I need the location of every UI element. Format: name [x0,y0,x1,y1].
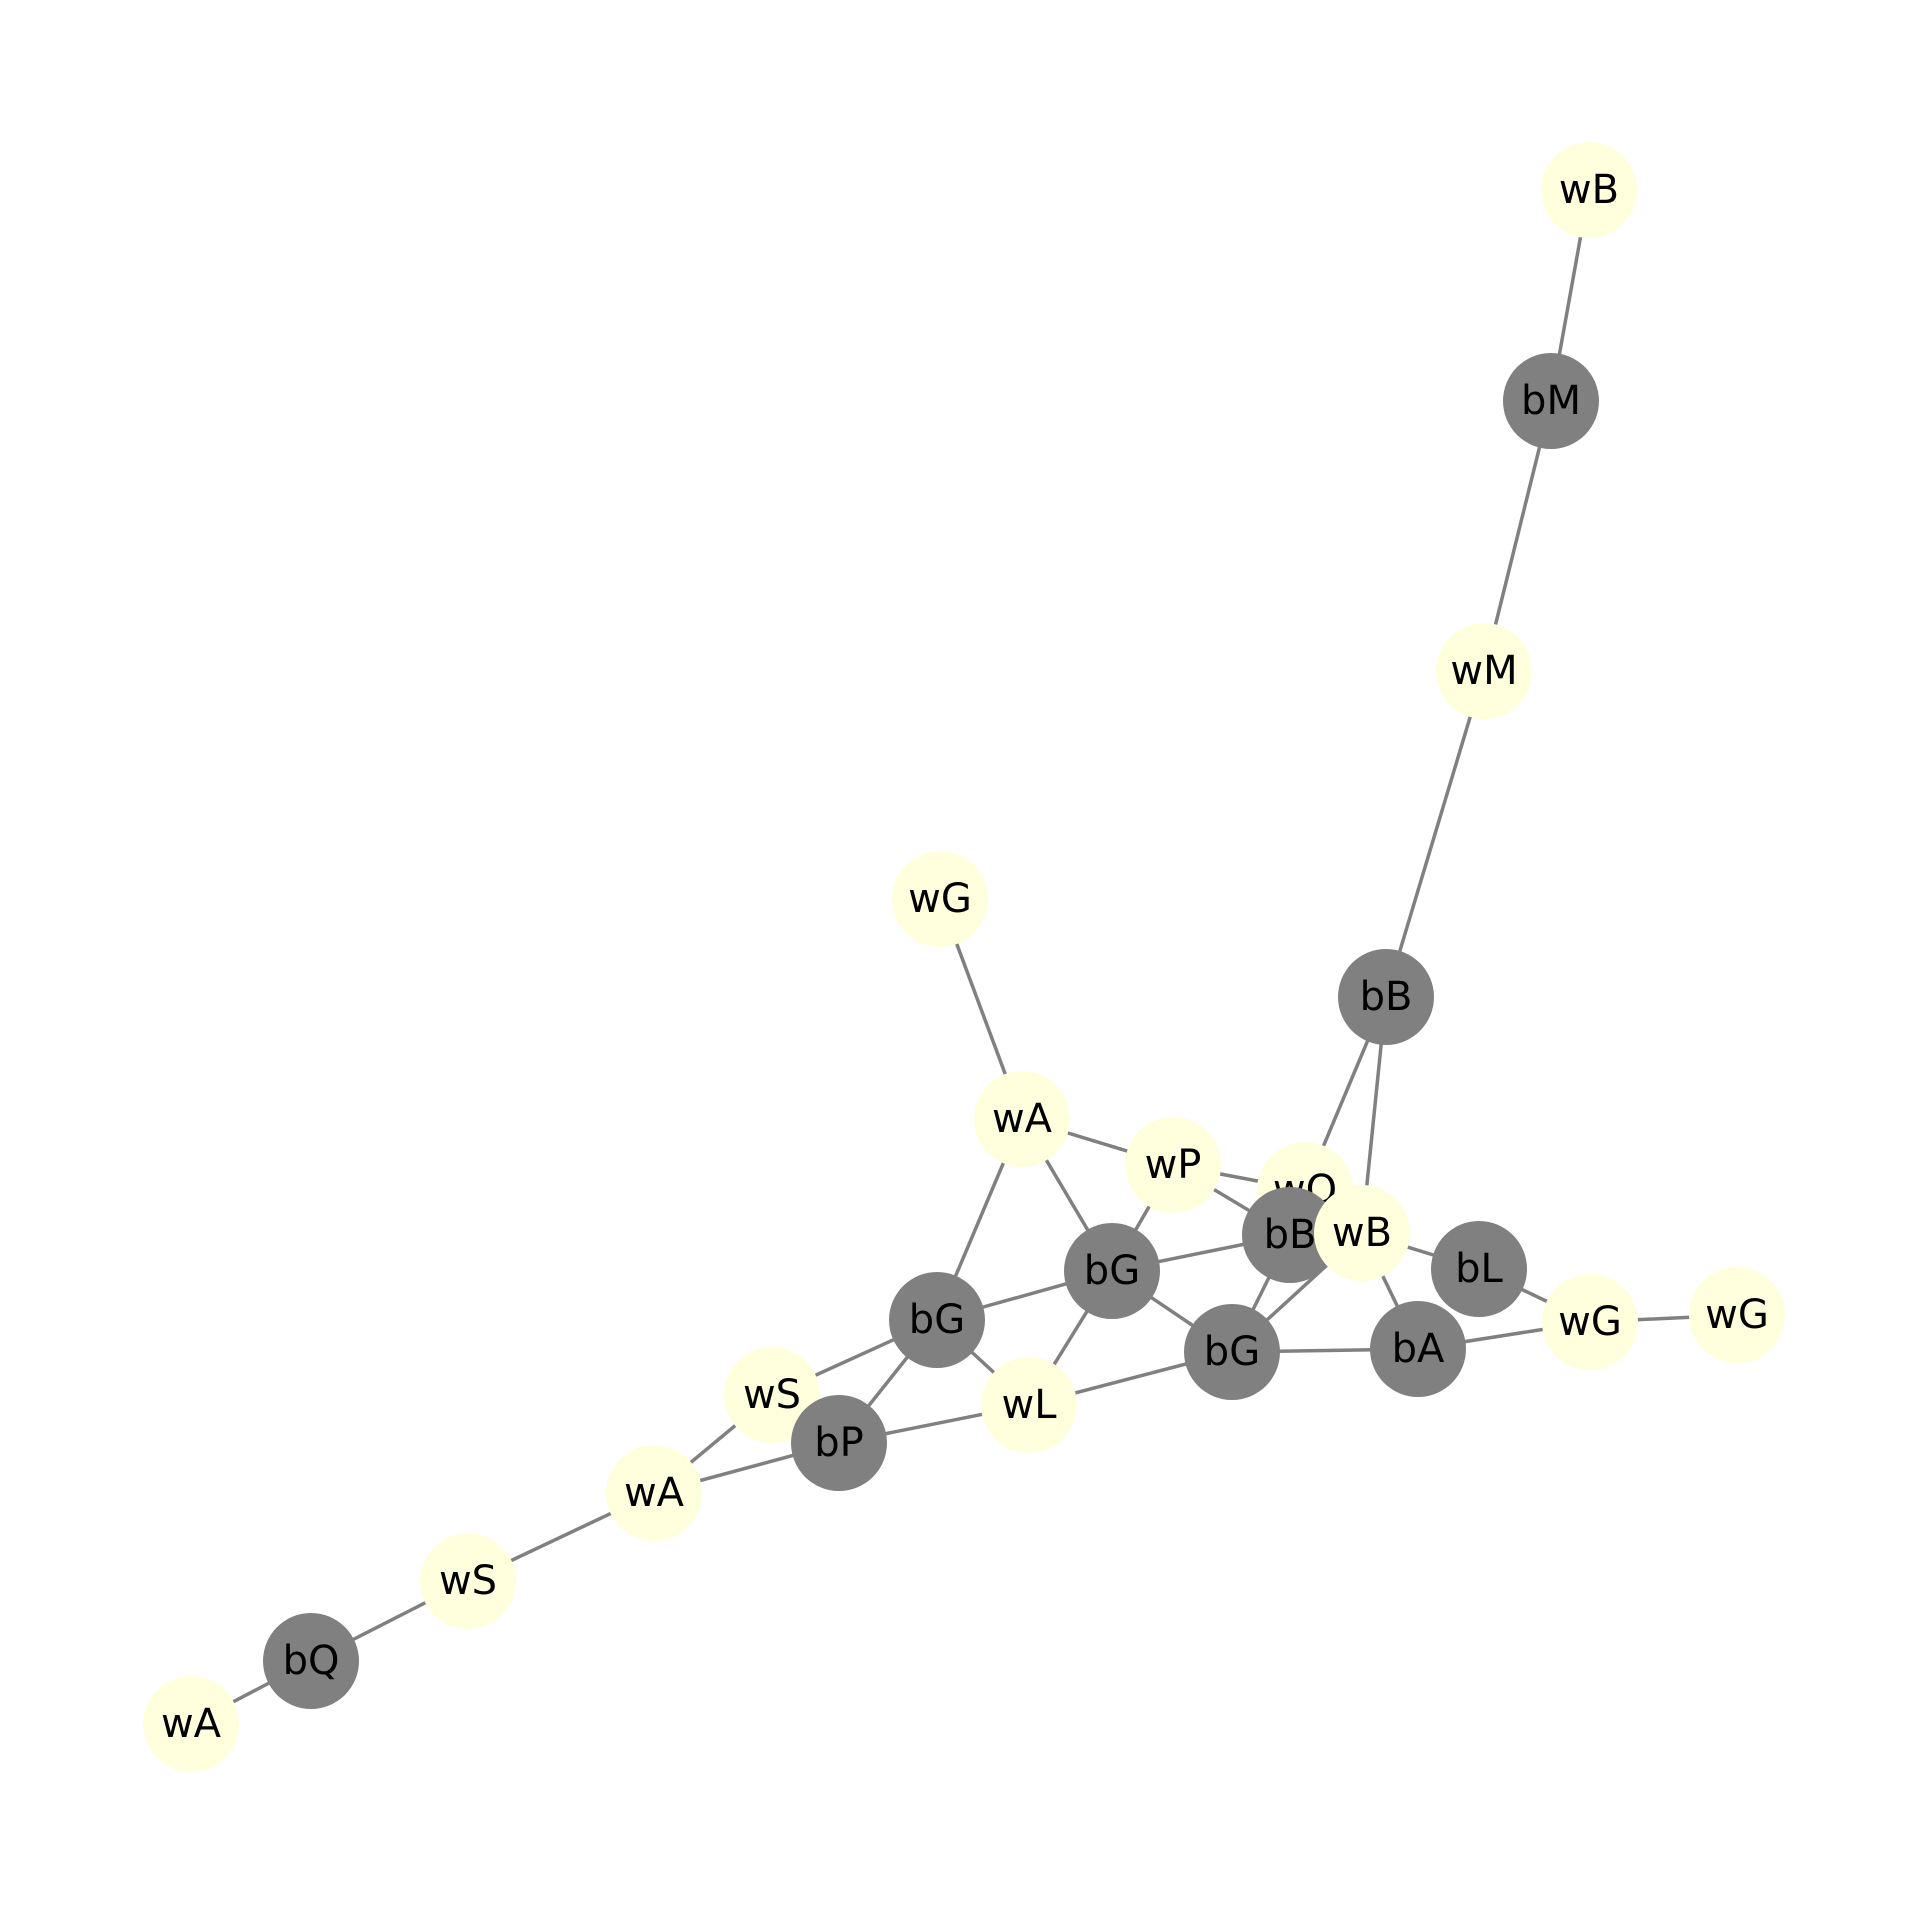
node-label: bL [1455,1246,1503,1292]
graph-node-ws: wS [420,1533,516,1629]
node-circle [724,1347,820,1443]
node-label: wG [908,876,972,922]
node-label: wB [1559,167,1619,213]
node-circle [1184,1304,1280,1400]
node-circle [1503,353,1599,449]
node-circle [981,1357,1077,1453]
node-circle [974,1071,1070,1167]
graph-node-bg: bG [1064,1223,1160,1319]
graph-node-bg: bG [1184,1304,1280,1400]
node-label: wG [1558,1299,1622,1345]
node-label: wS [439,1558,497,1604]
node-label: bP [814,1420,864,1466]
graph-node-wa: wA [974,1071,1070,1167]
node-circle [1541,142,1637,238]
node-circle [1542,1274,1638,1370]
node-circle [143,1676,239,1772]
node-circle [1689,1267,1785,1363]
node-circle [1314,1185,1410,1281]
node-label: bB [1264,1212,1317,1258]
node-label: wL [1002,1382,1058,1428]
node-label: bG [1084,1248,1140,1294]
node-label: bM [1521,378,1581,424]
node-circle [791,1395,887,1491]
node-label: bG [1204,1329,1260,1375]
edge-n3-n4 [1384,669,1486,999]
node-circle [1436,623,1532,719]
node-circle [1242,1187,1338,1283]
graph-node-wb: wB [1314,1185,1410,1281]
node-circle [263,1613,359,1709]
graph-node-wg: wG [1689,1267,1785,1363]
graph-node-bm: bM [1503,353,1599,449]
graph-node-bq: bQ [263,1613,359,1709]
node-circle [1338,949,1434,1045]
node-label: wM [1450,648,1517,694]
node-label: bQ [283,1638,340,1684]
graph-node-bl: bL [1431,1221,1527,1317]
node-label: wS [743,1372,801,1418]
node-label: wA [992,1096,1053,1142]
node-layer: wBbMwMbBwGwAwPwQbBwBbLwGwGbAbGbGbGwLwSbP… [143,142,1785,1772]
node-circle [1370,1301,1466,1397]
node-label: wB [1332,1210,1392,1256]
node-circle [892,851,988,947]
node-circle [889,1272,985,1368]
graph-node-wl: wL [981,1357,1077,1453]
graph-node-ws: wS [724,1347,820,1443]
node-label: wP [1145,1142,1202,1188]
node-label: bG [909,1297,965,1343]
node-circle [1064,1223,1160,1319]
graph-node-wm: wM [1436,623,1532,719]
graph-node-bp: bP [791,1395,887,1491]
node-label: wA [161,1701,222,1747]
graph-node-wg: wG [892,851,988,947]
node-label: wA [624,1470,685,1516]
graph-node-bb: bB [1242,1187,1338,1283]
graph-node-wp: wP [1125,1117,1221,1213]
edge-layer [189,188,1739,1726]
graph-node-wb: wB [1541,142,1637,238]
graph-node-ba: bA [1370,1301,1466,1397]
node-label: bB [1360,974,1413,1020]
graph-node-wa: wA [143,1676,239,1772]
graph-node-bb: bB [1338,949,1434,1045]
node-label: wG [1705,1292,1769,1338]
graph-node-wa: wA [606,1445,702,1541]
node-circle [1431,1221,1527,1317]
graph-node-wg: wG [1542,1274,1638,1370]
node-circle [1125,1117,1221,1213]
node-label: bA [1392,1326,1445,1372]
node-circle [606,1445,702,1541]
node-circle [420,1533,516,1629]
graph-node-bg: bG [889,1272,985,1368]
